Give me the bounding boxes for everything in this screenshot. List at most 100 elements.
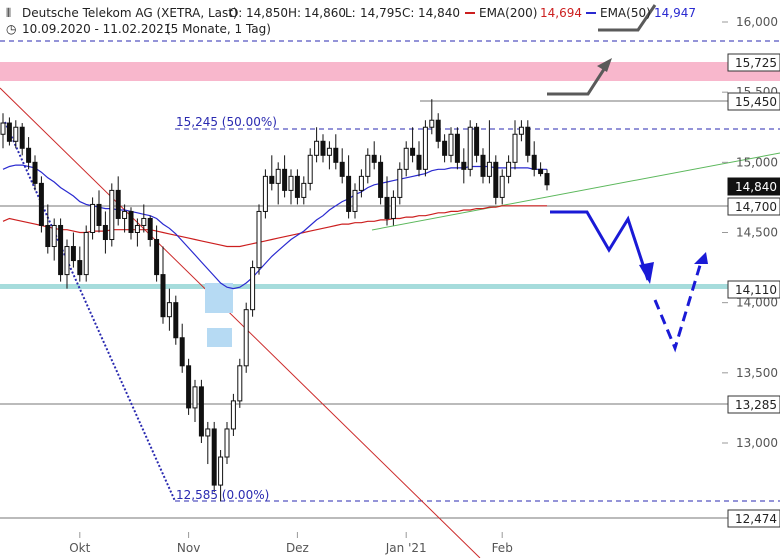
level-tag-15450: 15,450	[727, 92, 780, 111]
candle-body-up	[224, 428, 230, 458]
candle-body-down	[77, 260, 83, 276]
candle-body-down	[26, 147, 32, 163]
y-tick-label: 14,500	[736, 225, 778, 239]
candle-body-up	[141, 217, 147, 226]
x-tick-label: Dez	[286, 541, 309, 555]
candle-body-down	[179, 337, 185, 367]
candle-body-up	[262, 175, 268, 212]
candle-body-up	[288, 175, 294, 191]
candle-body-down	[435, 119, 441, 142]
x-axis: Okt Nov Dez Jan '21 Feb	[69, 532, 513, 555]
candle-body-down	[320, 140, 326, 156]
x-tick-label: Feb	[492, 541, 513, 555]
gray-arrow-upper	[547, 62, 610, 96]
candle-body-down	[333, 147, 339, 163]
gray-arrowhead-upper	[597, 58, 612, 72]
candle-body-down	[160, 274, 166, 318]
candle-body-up	[314, 140, 320, 156]
uptrend-line	[371, 152, 780, 231]
ema50-legend-label: EMA(50)	[600, 6, 651, 20]
ema50-legend-value: 14,947	[654, 6, 696, 20]
y-tick-label: 13,000	[736, 436, 778, 450]
candle-body-up	[429, 119, 435, 128]
last-price-text: 14,840	[735, 180, 777, 194]
candle-body-up	[506, 161, 512, 177]
ema200-legend-value: 14,694	[540, 6, 582, 20]
candle-body-down	[282, 168, 288, 191]
candle-body-down	[128, 210, 134, 233]
candle-body-up	[307, 154, 313, 184]
level-tag-14110: 14,110	[727, 280, 780, 299]
candle-body-up	[301, 182, 307, 198]
candle-body-up	[358, 175, 364, 191]
date-range: 10.09.2020 - 11.02.2021	[22, 22, 171, 36]
candle-body-down	[198, 386, 204, 437]
candle-body-up	[237, 365, 243, 402]
candle-body-up	[275, 168, 281, 184]
candle-body-down	[525, 126, 531, 156]
downtrend-line	[0, 87, 481, 558]
level-tag-14110-text: 14,110	[735, 283, 777, 297]
last-price-tag: 14,840	[727, 177, 780, 196]
candle-body-down	[211, 428, 217, 486]
ohlc-open-value: 14,850	[246, 6, 288, 20]
ohlc-low-label: L:	[345, 6, 356, 20]
ema200-legend-label: EMA(200)	[479, 6, 537, 20]
fib-label-50: 15,245 (50.00%)	[176, 115, 277, 129]
level-tag-14700: 14,700	[727, 197, 780, 216]
candle-body-up	[166, 302, 172, 318]
candle-body-down	[474, 126, 480, 156]
level-tag-13285: 13,285	[727, 395, 780, 414]
candle-icon: ⫴	[6, 6, 11, 20]
clock-icon: ◷	[6, 22, 17, 36]
x-tick-label: Jan '21	[385, 541, 427, 555]
ohlc-low-value: 14,795	[360, 6, 402, 20]
candle-body-up	[422, 126, 428, 170]
candle-body-up	[109, 189, 115, 241]
candle-body-down	[269, 175, 275, 184]
gray-arrow-top	[598, 4, 657, 32]
candle-body-down	[384, 196, 390, 219]
level-tag-12474: 12,474	[727, 509, 780, 528]
candle-body-down	[371, 154, 377, 163]
candle-body-up	[326, 147, 332, 156]
accumulation-box-lower	[207, 328, 232, 347]
candle-body-down	[115, 189, 121, 219]
candle-body-down	[480, 154, 486, 177]
candle-body-down	[38, 182, 44, 226]
candle-body-up	[256, 210, 262, 269]
forecast-arrowhead-dashed	[694, 252, 708, 264]
candle-body-up	[250, 267, 256, 311]
fib-leg-dotted	[4, 121, 176, 502]
candle-body-up	[467, 126, 473, 170]
candle-body-up	[243, 309, 249, 367]
candle-body-down	[416, 154, 422, 170]
x-tick-label: Okt	[69, 541, 90, 555]
candle-body-down	[538, 168, 544, 175]
candle-body-down	[102, 224, 108, 241]
chart-header: ⫴ Deutsche Telekom AG (XETRA, Last) O: 1…	[6, 6, 696, 36]
candle-body-up	[192, 386, 198, 409]
candle-body-up	[365, 154, 371, 177]
candle-body-up	[486, 161, 492, 177]
candle-body-up	[205, 428, 211, 437]
ohlc-high-value: 14,860	[304, 6, 346, 20]
candle-body-down	[154, 239, 160, 276]
candle-body-up	[51, 224, 57, 248]
candle-body-down	[45, 224, 51, 248]
candle-body-up	[218, 456, 224, 486]
resistance-zone-15725	[0, 62, 780, 81]
x-tick-label: Nov	[177, 541, 200, 555]
candle-body-up	[90, 203, 96, 233]
candle-body-down	[493, 161, 499, 198]
candle-body-down	[346, 175, 352, 212]
fib-label-0: 12,585 (0.00%)	[176, 488, 269, 502]
candle-body-down	[32, 161, 38, 184]
candle-body-down	[147, 217, 153, 241]
ohlc-close-value: 14,840	[418, 6, 460, 20]
level-tag-14700-text: 14,700	[735, 200, 777, 214]
period-label: (5 Monate, 1 Tag)	[166, 22, 271, 36]
candle-body-up	[397, 168, 403, 198]
